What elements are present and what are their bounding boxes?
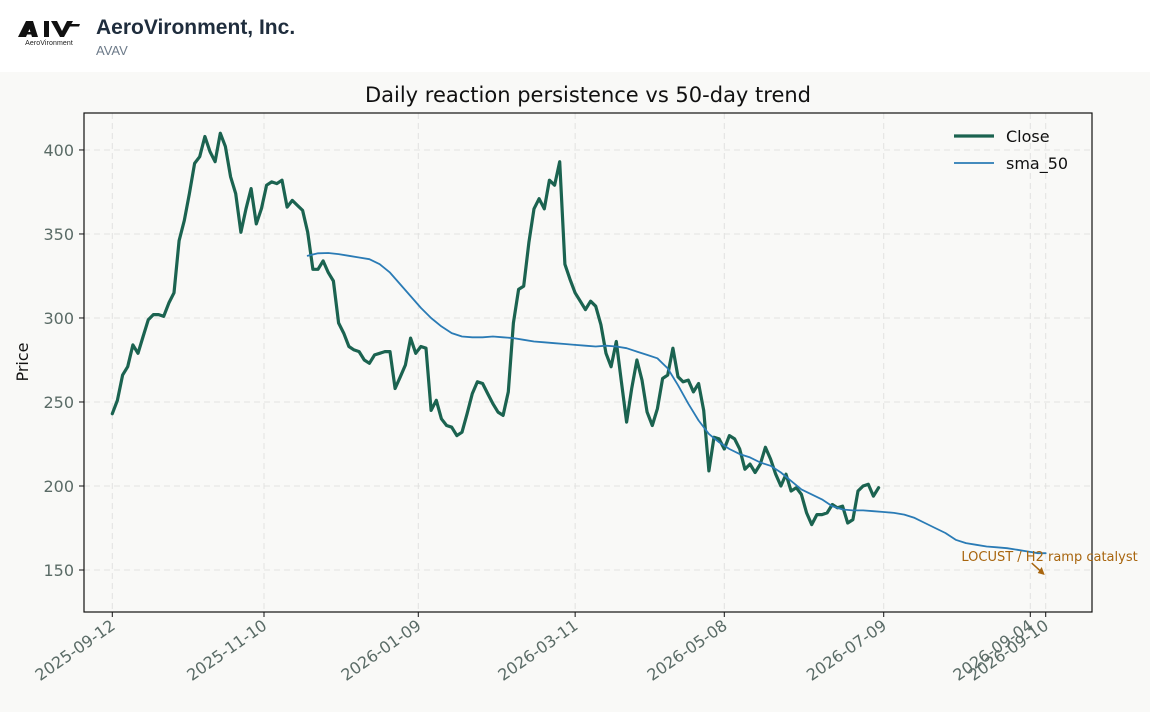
x-tick-label: 2026-03-11: [494, 616, 581, 685]
annotation-group: LOCUST / H2 ramp catalyst: [961, 550, 1138, 576]
ticker-symbol: AVAV: [96, 43, 128, 58]
legend-close-label: Close: [1006, 127, 1050, 146]
x-tick-label: 2026-05-08: [644, 616, 731, 685]
chart-title: Daily reaction persistence vs 50-day tre…: [365, 83, 811, 107]
y-tick-label: 200: [43, 477, 74, 496]
grid: [84, 113, 1092, 612]
close-price-line: [110, 131, 881, 527]
av-logo-mark: [18, 21, 80, 37]
annotation-arrowhead: [1037, 567, 1045, 576]
header-bar: AeroVironment AeroVironment, Inc. AVAV: [0, 0, 1150, 72]
sma-50-line: [306, 252, 1047, 555]
x-tick-label: 2026-07-09: [803, 616, 890, 685]
legend-sma-label: sma_50: [1006, 154, 1068, 174]
y-axis-label: Price: [13, 342, 32, 381]
company-logo: AeroVironment: [16, 20, 82, 52]
y-tick-label: 150: [43, 561, 74, 580]
y-tick-label: 350: [43, 225, 74, 244]
annotation-text: LOCUST / H2 ramp catalyst: [961, 550, 1137, 565]
plot-frame: [83, 112, 1093, 613]
y-tick-label: 300: [43, 309, 74, 328]
price-chart: LOCUST / H2 ramp catalyst 150 200 250 300 35…: [13, 83, 1138, 685]
series-group: [110, 131, 1047, 555]
legend: Close sma_50: [954, 127, 1068, 174]
company-name: AeroVironment, Inc.: [96, 16, 296, 39]
y-tick-label: 250: [43, 393, 74, 412]
x-tick-label: 2026-01-09: [338, 616, 425, 685]
x-tick-label: 2025-09-12: [32, 616, 119, 685]
x-tick-label: 2025-11-10: [183, 616, 270, 685]
y-tick-label: 400: [43, 141, 74, 160]
logo-wordmark: AeroVironment: [25, 40, 73, 47]
